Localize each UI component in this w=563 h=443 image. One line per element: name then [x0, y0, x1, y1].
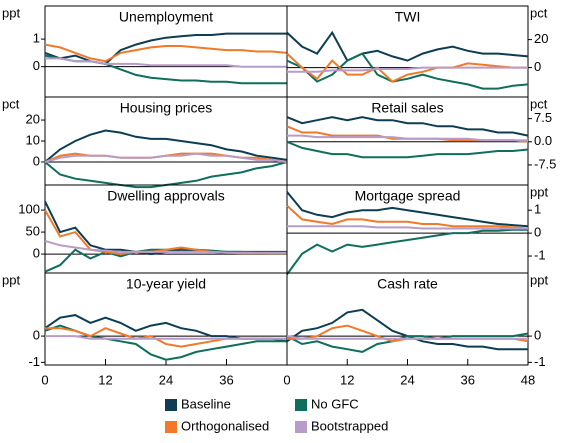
y-unit-label: ppt	[2, 5, 20, 20]
y-tick-label: 20	[26, 111, 40, 126]
legend-swatch	[295, 421, 307, 433]
panel-title: 10-year yield	[126, 276, 206, 292]
x-tick-label: 24	[159, 372, 173, 387]
y-unit-label: pct	[2, 96, 20, 111]
legend-label: Bootstrapped	[311, 418, 388, 433]
y-tick-label: 1	[33, 31, 40, 46]
series-line	[286, 52, 529, 90]
x-tick-label: 48	[521, 372, 535, 387]
series-line	[286, 228, 528, 275]
series-line	[286, 52, 528, 83]
series-line	[45, 57, 287, 68]
series-line	[286, 332, 529, 353]
y-tick-label: 0.0	[534, 133, 552, 148]
y-tick-label: 7.5	[534, 110, 552, 125]
panel-title: Dwelling approvals	[107, 188, 225, 204]
series-line	[44, 54, 287, 85]
series-line	[286, 140, 529, 159]
series-line	[286, 116, 529, 137]
y-tick-label: 50	[26, 224, 40, 239]
x-tick-label: 24	[400, 372, 414, 387]
x-tick-label: 12	[98, 372, 112, 387]
series-line	[44, 324, 287, 361]
legend-swatch	[295, 399, 307, 411]
panel-title: Cash rate	[377, 276, 438, 292]
y-unit-label: ppt	[530, 272, 548, 287]
y-tick-label: 0	[33, 328, 40, 343]
panel-title: TWI	[395, 9, 421, 25]
y-tick-label: 0	[534, 59, 541, 74]
y-tick-label: -7.5	[534, 156, 556, 171]
panel-title: Unemployment	[119, 9, 213, 25]
y-tick-label: 0	[534, 225, 541, 240]
panel-title: Retail sales	[371, 100, 443, 116]
x-tick-label: 36	[219, 372, 233, 387]
y-tick-label: -1	[28, 354, 40, 369]
y-unit-label: ppt	[530, 184, 548, 199]
series-line	[44, 161, 288, 189]
series-line	[287, 134, 528, 142]
y-tick-label: 20	[534, 31, 548, 46]
panel-title: Housing prices	[120, 100, 213, 116]
y-unit-label: pct	[530, 96, 548, 111]
series-line	[44, 239, 287, 254]
series-line	[45, 335, 287, 340]
y-tick-label: 10	[26, 132, 40, 147]
legend-label: Orthogonalised	[181, 418, 269, 433]
series-line	[287, 225, 528, 230]
y-tick-label: 100	[18, 202, 40, 217]
series-line	[44, 152, 288, 163]
y-tick-label: 1	[534, 202, 541, 217]
x-tick-label: 12	[340, 372, 354, 387]
x-tick-label: 0	[41, 372, 48, 387]
series-line	[286, 30, 529, 62]
series-line	[44, 43, 288, 63]
series-line	[286, 204, 529, 230]
y-unit-label: ppt	[2, 272, 20, 287]
series-line	[44, 32, 287, 65]
series-line	[44, 200, 287, 256]
x-tick-label: 0	[283, 372, 290, 387]
legend-label: Baseline	[181, 396, 231, 411]
y-unit-label: pct	[530, 5, 548, 20]
y-tick-label: 0	[33, 58, 40, 73]
y-tick-label: 0	[33, 153, 40, 168]
series-line	[286, 335, 528, 340]
series-line	[44, 129, 288, 163]
series-line	[286, 191, 529, 228]
x-tick-label: 36	[461, 372, 475, 387]
y-tick-label: -1	[534, 247, 546, 262]
legend-label: No GFC	[311, 396, 359, 411]
y-tick-label: -1	[534, 354, 546, 369]
y-tick-label: 0	[33, 246, 40, 261]
y-tick-label: 0	[534, 328, 541, 343]
legend-swatch	[165, 399, 177, 411]
panel-title: Mortgage spread	[355, 188, 461, 204]
series-line	[287, 66, 528, 73]
legend-swatch	[165, 421, 177, 433]
